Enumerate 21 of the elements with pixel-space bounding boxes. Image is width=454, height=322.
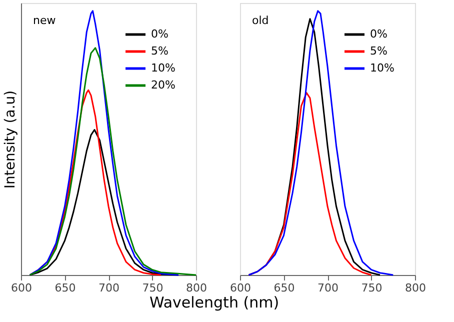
x-tick-label: 750 — [142, 282, 164, 294]
legend-label: 0% — [151, 28, 168, 40]
x-tick-label: 800 — [186, 282, 207, 294]
x-tick-label: 650 — [54, 282, 76, 294]
x-tick-label: 700 — [318, 282, 338, 294]
legend-label: 10% — [151, 62, 176, 74]
annotation: new — [33, 14, 56, 27]
legend-label: 5% — [151, 44, 168, 58]
legend-label: 10% — [370, 62, 394, 74]
annotation: old — [252, 14, 269, 27]
legend-label: 5% — [370, 44, 388, 58]
x-tick-label: 800 — [405, 282, 426, 294]
legend-label: 0% — [370, 28, 388, 40]
legend-label: 20% — [151, 78, 176, 92]
y-axis-title: Intensity (a.u) — [2, 90, 18, 189]
x-tick-label: 700 — [98, 282, 120, 294]
x-axis-title: Wavelength (nm) — [149, 294, 280, 312]
x-tick-label: 600 — [230, 282, 251, 294]
x-tick-label: 750 — [361, 282, 382, 294]
x-tick-label: 650 — [274, 282, 295, 294]
x-tick-label: 600 — [11, 282, 32, 294]
